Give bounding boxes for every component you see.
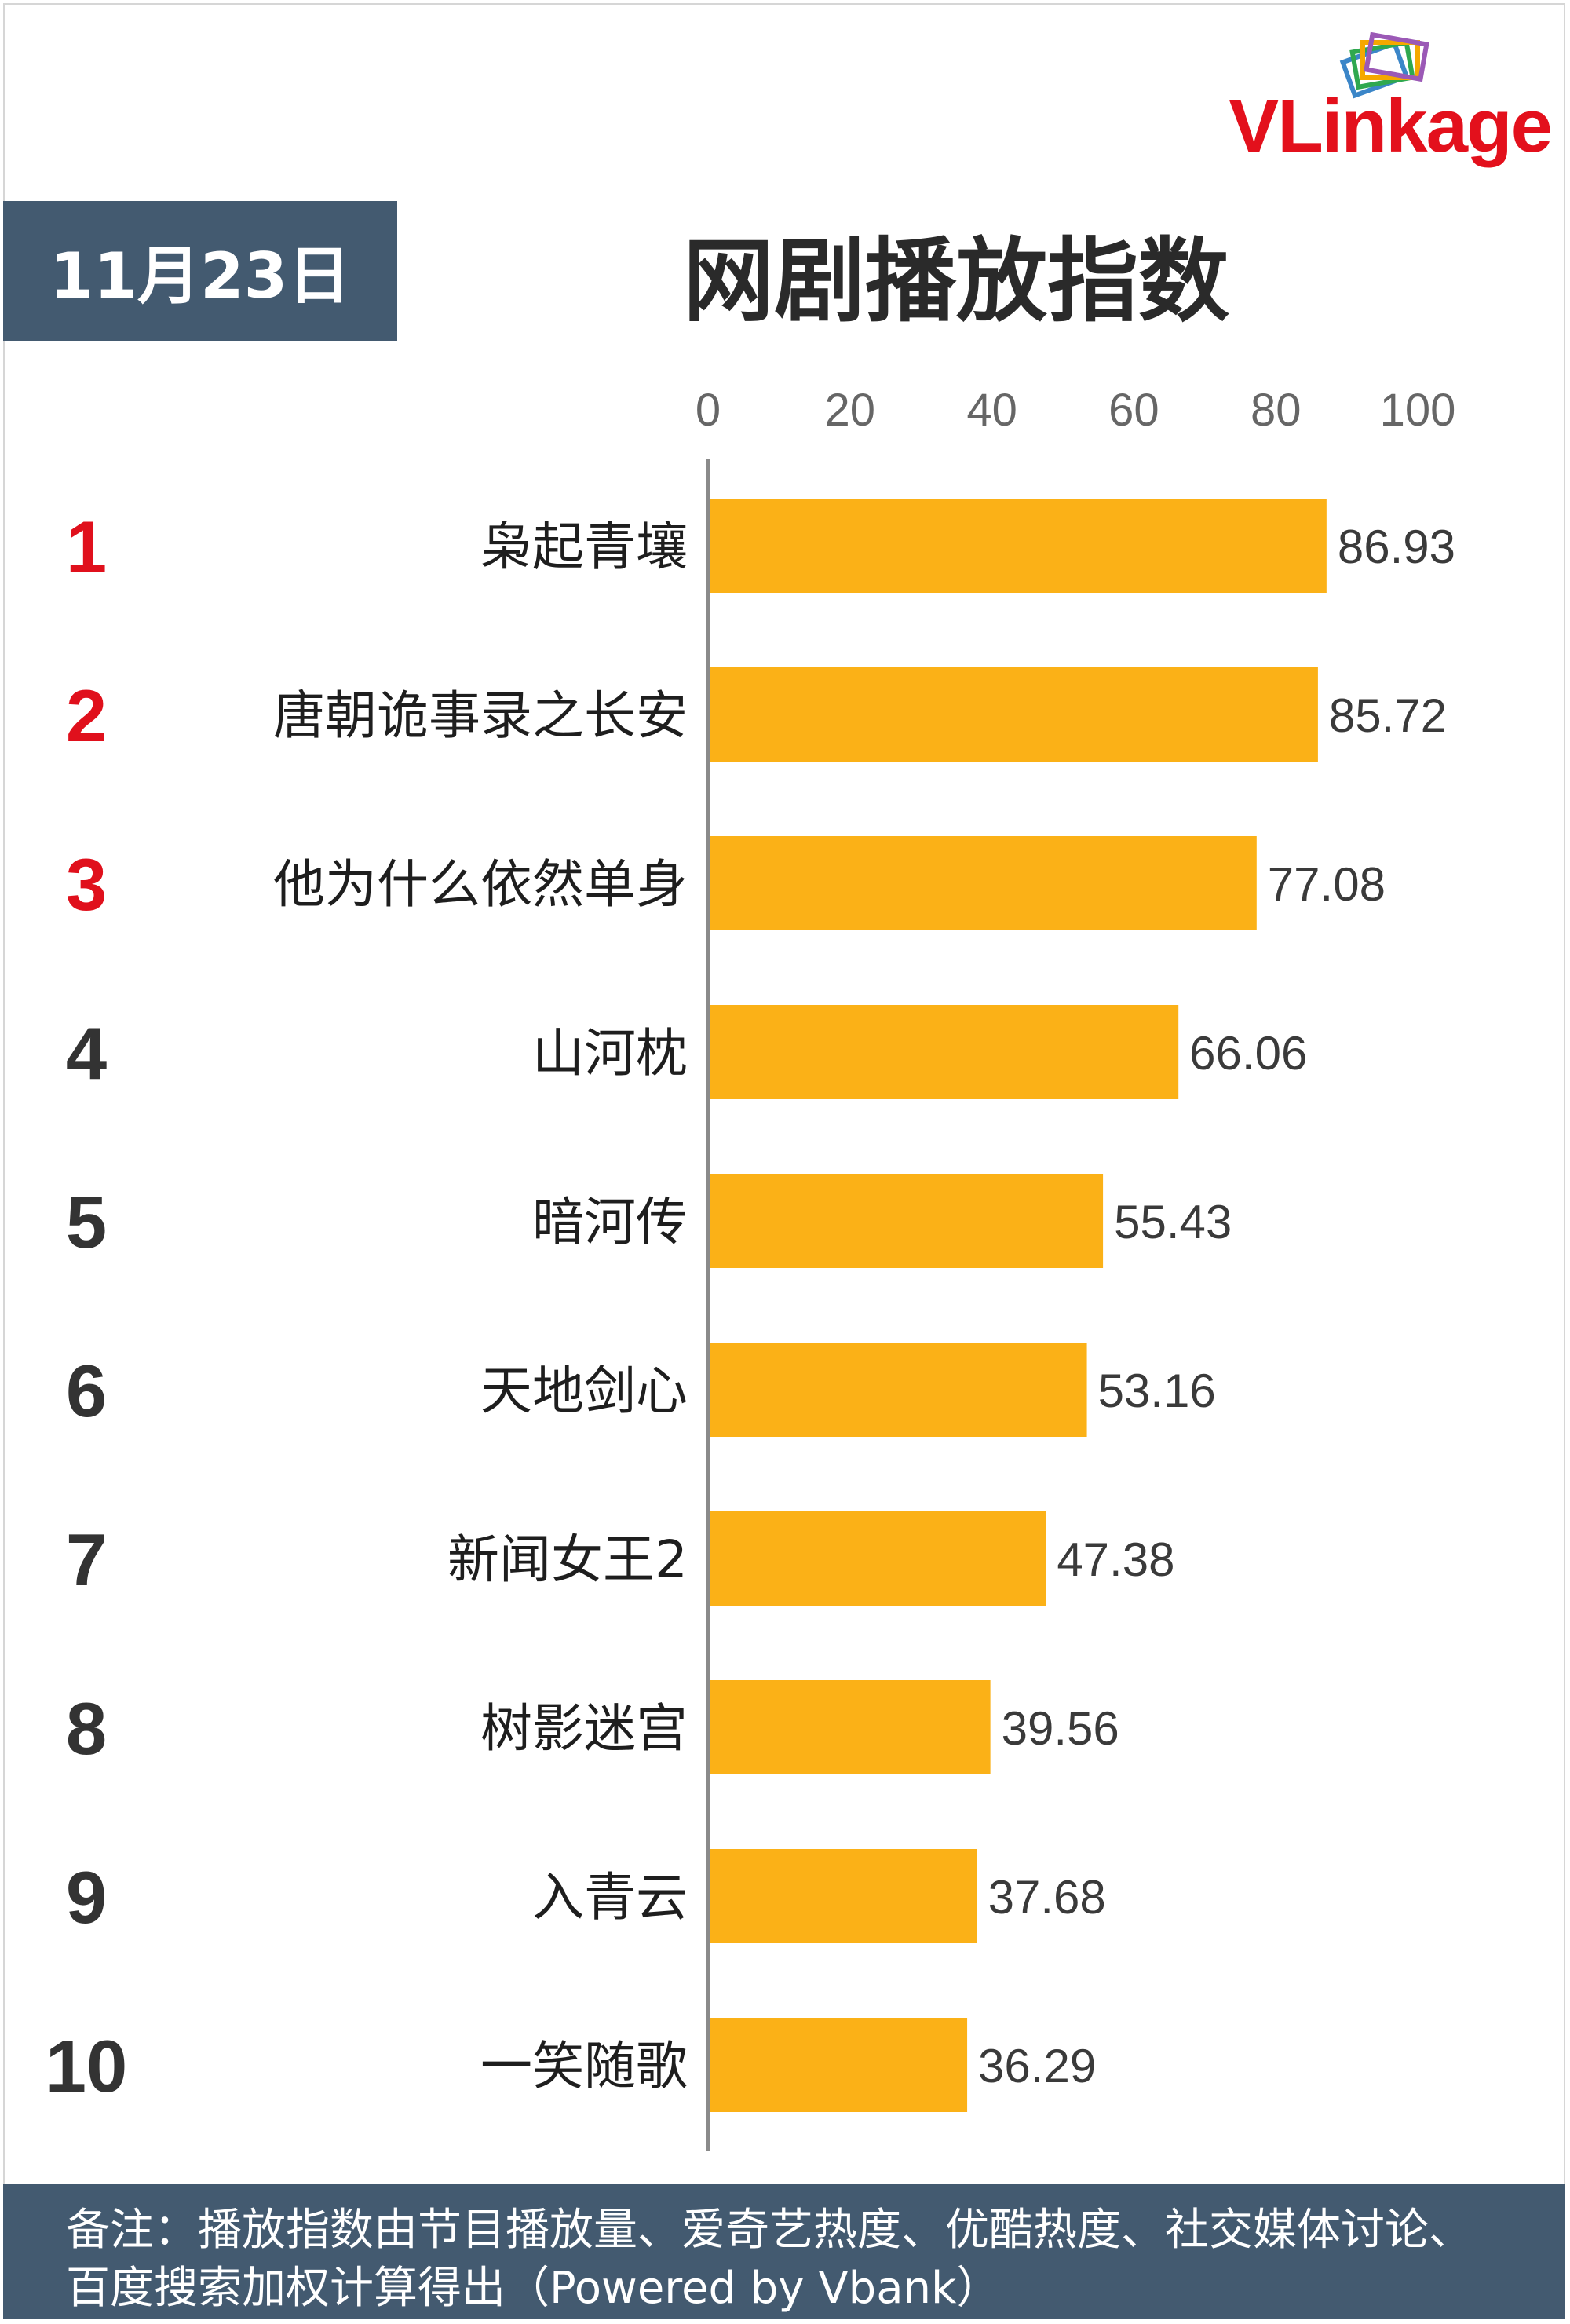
x-tick-label: 60	[1108, 385, 1159, 436]
bar	[710, 1511, 1046, 1606]
rank-label: 10	[46, 2025, 128, 2107]
rank-label: 4	[66, 1012, 107, 1094]
logo-wordmark-rest: Linkage	[1277, 84, 1553, 168]
category-label: 他为什么依然单身	[273, 854, 688, 915]
bar	[710, 1174, 1104, 1268]
category-label: 山河枕	[532, 1023, 688, 1083]
category-label: 树影迷宫	[480, 1698, 688, 1759]
category-label: 枭起青壤	[480, 517, 688, 577]
bar	[710, 1005, 1179, 1099]
value-label: 86.93	[1338, 521, 1455, 573]
rank-label: 6	[66, 1350, 107, 1432]
bar	[710, 1849, 977, 1943]
value-label: 53.16	[1098, 1365, 1216, 1417]
stacked-cards-icon	[1339, 31, 1429, 99]
value-label: 36.29	[978, 2040, 1096, 2092]
value-label: 39.56	[1002, 1702, 1119, 1755]
bar	[710, 1343, 1087, 1437]
chart-title: 网剧播放指数	[683, 228, 1229, 334]
category-label: 一笑随歌	[480, 2036, 688, 2096]
value-label: 77.08	[1268, 858, 1386, 911]
x-tick-label: 40	[966, 385, 1017, 436]
rank-label: 8	[66, 1687, 107, 1770]
category-label: 入青云	[532, 1867, 688, 1928]
value-label: 85.72	[1329, 689, 1447, 742]
category-label: 新闻女王2	[447, 1529, 688, 1590]
bar	[710, 836, 1257, 930]
x-tick-label: 0	[696, 385, 721, 436]
value-label: 55.43	[1114, 1196, 1232, 1248]
logo-letter-v: V	[1229, 84, 1279, 168]
value-label: 47.38	[1057, 1533, 1174, 1586]
category-label: 天地剑心	[480, 1361, 688, 1421]
bar	[710, 667, 1318, 762]
x-tick-label: 100	[1380, 385, 1456, 436]
vlinkage-logo: VLinkage	[1190, 28, 1553, 170]
bar	[710, 1680, 991, 1774]
bar-chart: 0 20 40 60 80 100 1 枭起青壤 86.93 2 唐朝诡事录之长安 85.72 3 他为什…	[46, 385, 1456, 2151]
rank-label: 9	[66, 1856, 107, 1938]
rank-label: 3	[66, 843, 107, 926]
category-label: 暗河传	[532, 1192, 688, 1252]
logo-wordmark: VLinkage	[1229, 83, 1553, 170]
rank-label: 1	[66, 506, 107, 588]
rank-label: 5	[66, 1181, 107, 1263]
value-label: 37.68	[988, 1871, 1106, 1924]
footer-note: 备注：播放指数由节目播放量、爱奇艺热度、优酷热度、社交媒体讨论、百度搜索加权计算…	[3, 2184, 1565, 2319]
bar	[710, 499, 1327, 593]
bar	[710, 2018, 968, 2112]
rank-label: 2	[66, 674, 107, 757]
x-tick-label: 20	[825, 385, 876, 436]
date-badge: 11月23日	[3, 201, 397, 341]
category-label: 唐朝诡事录之长安	[273, 685, 688, 746]
rank-label: 7	[66, 1518, 107, 1601]
value-label: 66.06	[1189, 1027, 1307, 1080]
x-tick-label: 80	[1251, 385, 1302, 436]
